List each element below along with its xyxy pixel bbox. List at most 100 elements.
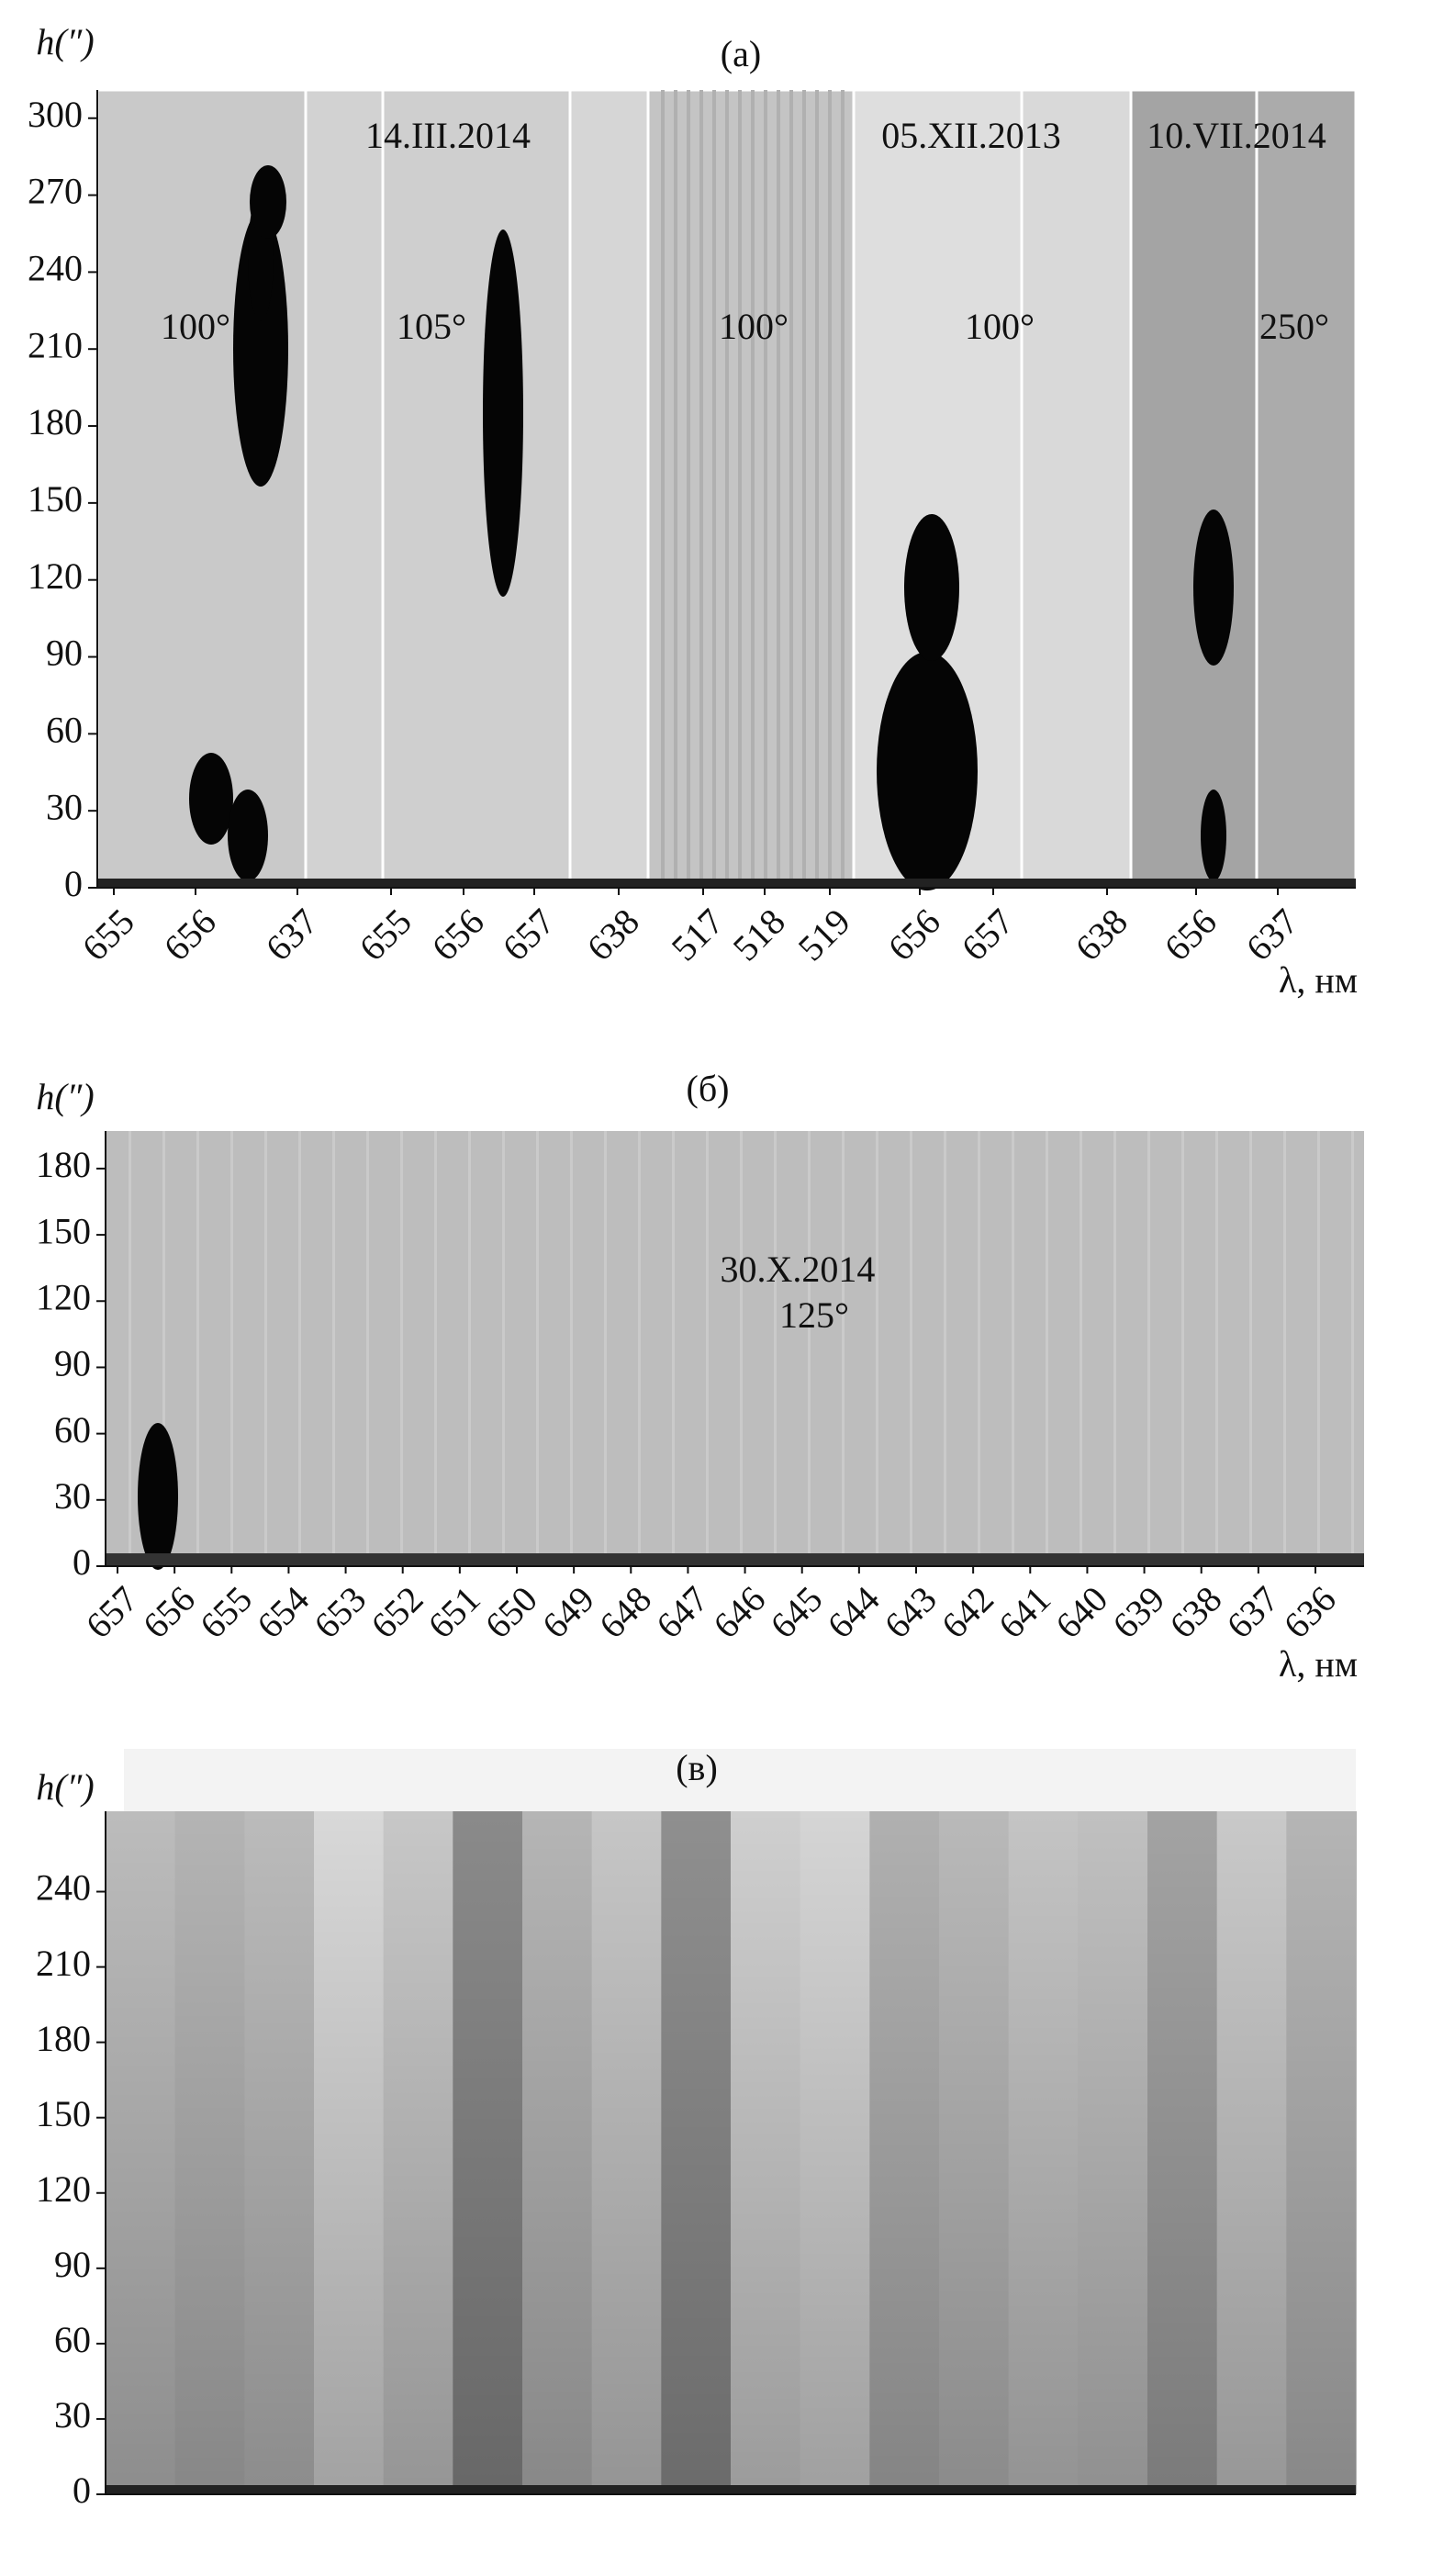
spectral-line <box>712 90 716 888</box>
spectrum-strip <box>1129 88 1259 890</box>
spectral-line <box>536 1131 539 1566</box>
spectral-line <box>332 1131 335 1566</box>
y-tick-label: 180 <box>36 2018 91 2059</box>
spectral-line <box>751 90 755 888</box>
spectral-line <box>400 1131 403 1566</box>
panel-title: (a) <box>721 33 761 74</box>
annotation: 100° <box>161 306 230 347</box>
y-tick-label: 90 <box>54 1343 91 1384</box>
spectral-line <box>944 1131 946 1566</box>
spectral-line <box>764 90 767 888</box>
x-tick-label: 644 <box>819 1578 887 1646</box>
x-tick-label: 655 <box>74 901 142 969</box>
x-tick-label: 649 <box>534 1578 602 1646</box>
x-tick-label: 640 <box>1047 1578 1115 1646</box>
y-tick-label: 0 <box>64 863 83 904</box>
spectral-line <box>828 90 832 888</box>
x-tick-label: 651 <box>420 1578 487 1646</box>
y-tick-label: 90 <box>46 633 83 674</box>
y-tick-label: 120 <box>36 2168 91 2210</box>
annotation: 100° <box>719 306 789 347</box>
spectral-line <box>841 90 845 888</box>
x-tick-label: 657 <box>954 901 1022 969</box>
y-tick-label: 150 <box>36 2093 91 2134</box>
spectral-line <box>434 1131 437 1566</box>
emission-blob <box>904 514 959 661</box>
x-tick-label: 637 <box>258 901 326 969</box>
ground-band <box>106 1553 1364 1566</box>
spectral-line <box>706 1131 709 1566</box>
y-tick-label: 270 <box>28 171 83 212</box>
spectral-line <box>196 1131 199 1566</box>
spectral-line <box>774 1131 777 1566</box>
x-tick-label: 653 <box>306 1578 374 1646</box>
emission-blob <box>1193 510 1234 666</box>
x-tick-label: 650 <box>477 1578 545 1646</box>
spectral-line <box>978 1131 980 1566</box>
spectral-line <box>725 90 729 888</box>
spectral-line <box>808 1131 811 1566</box>
y-tick-label: 30 <box>46 786 83 827</box>
x-tick-label: 657 <box>495 901 563 969</box>
x-tick-label: 656 <box>156 901 224 969</box>
spectral-line <box>129 1131 131 1566</box>
spectral-line <box>638 1131 641 1566</box>
emission-blob <box>138 1423 178 1570</box>
emission-blob <box>250 165 286 239</box>
spectral-line <box>1317 1131 1320 1566</box>
spectral-line <box>674 90 677 888</box>
spectral-line <box>777 90 780 888</box>
y-tick-label: 60 <box>46 710 83 751</box>
x-tick-label: 638 <box>1161 1578 1229 1646</box>
x-tick-label: 648 <box>591 1578 659 1646</box>
spectrum-bg <box>106 1131 1364 1566</box>
emission-blob <box>233 211 288 487</box>
spectral-line <box>570 1131 573 1566</box>
x-tick-label: 654 <box>249 1578 317 1646</box>
y-tick-label: 30 <box>54 1475 91 1517</box>
top-band <box>124 1749 1356 1811</box>
x-tick-label: 645 <box>762 1578 830 1646</box>
x-tick-label: 639 <box>1104 1578 1172 1646</box>
x-tick-label: 656 <box>135 1578 203 1646</box>
annotation: 10.VII.2014 <box>1147 115 1326 156</box>
x-tick-label: 652 <box>363 1578 431 1646</box>
y-tick-label: 240 <box>36 1867 91 1909</box>
x-tick-label: 643 <box>877 1578 945 1646</box>
x-tick-label: 637 <box>1218 1578 1286 1646</box>
y-tick-label: 90 <box>54 2244 91 2285</box>
spectral-line <box>502 1131 505 1566</box>
annotation: 105° <box>397 306 466 347</box>
x-tick-label: 656 <box>880 901 948 969</box>
x-tick-label: 656 <box>1157 901 1225 969</box>
spectral-line <box>738 90 742 888</box>
x-tick-label: 519 <box>790 901 858 969</box>
spectral-line <box>1181 1131 1184 1566</box>
y-tick-label: 150 <box>36 1210 91 1251</box>
y-tick-label: 120 <box>36 1276 91 1317</box>
spectral-line <box>1012 1131 1014 1566</box>
x-tick-label: 656 <box>424 901 492 969</box>
y-tick-label: 180 <box>36 1144 91 1185</box>
panel-title: (б) <box>687 1068 730 1109</box>
annotation: 05.XII.2013 <box>881 115 1061 156</box>
x-tick-label: 655 <box>352 901 420 969</box>
x-tick-label: 647 <box>648 1578 716 1646</box>
y-tick-label: 210 <box>36 1943 91 1984</box>
emission-blob <box>228 790 268 881</box>
shade <box>106 1811 1356 2494</box>
y-axis-label: h(″) <box>36 1766 94 1808</box>
y-tick-label: 0 <box>73 1541 91 1583</box>
spectrum-strip <box>1020 88 1133 890</box>
ground-band <box>106 2485 1356 2494</box>
y-tick-label: 210 <box>28 324 83 365</box>
spectral-line <box>468 1131 471 1566</box>
y-tick-label: 180 <box>28 401 83 442</box>
spectrum-strip <box>568 88 650 890</box>
spectral-line <box>1113 1131 1116 1566</box>
y-tick-label: 0 <box>73 2470 91 2511</box>
x-tick-label: 641 <box>990 1578 1058 1646</box>
spectral-line <box>740 1131 743 1566</box>
emission-blob <box>1201 790 1226 881</box>
